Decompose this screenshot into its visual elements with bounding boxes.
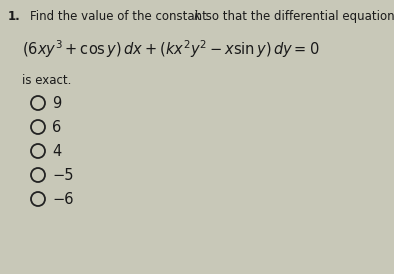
Text: Find the value of the constant: Find the value of the constant [30, 10, 211, 23]
Text: is exact.: is exact. [22, 74, 71, 87]
Text: 1.: 1. [8, 10, 21, 23]
Text: 9: 9 [52, 96, 61, 110]
Text: 4: 4 [52, 144, 61, 158]
Text: $(6xy^3 + \cos y)\,dx + (kx^2y^2 - x\sin y)\,dy = 0$: $(6xy^3 + \cos y)\,dx + (kx^2y^2 - x\sin… [22, 38, 320, 60]
Text: −5: −5 [52, 167, 74, 182]
Text: k: k [194, 10, 201, 23]
Text: −6: −6 [52, 192, 74, 207]
Text: 6: 6 [52, 119, 61, 135]
Text: so that the differential equation: so that the differential equation [202, 10, 394, 23]
